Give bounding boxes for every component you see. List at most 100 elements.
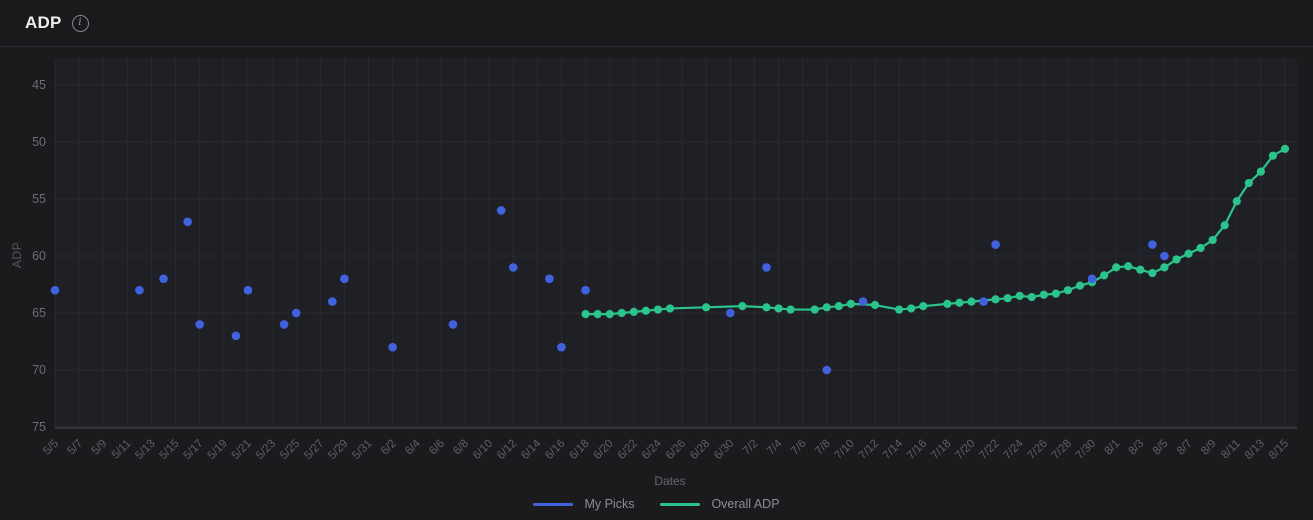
overall-adp-point[interactable] (1232, 197, 1241, 206)
overall-adp-point[interactable] (1268, 151, 1278, 160)
overall-adp-point[interactable] (810, 305, 819, 314)
x-tick-label: 8/5 (1151, 438, 1171, 458)
overall-adp-point[interactable] (702, 303, 711, 312)
x-tick-label: 6/18 (567, 438, 591, 462)
page-title: ADP (25, 13, 62, 32)
overall-adp-point[interactable] (1244, 178, 1253, 188)
overall-adp-point[interactable] (1124, 262, 1133, 271)
overall-adp-point[interactable] (774, 304, 783, 313)
legend-item-my-picks[interactable]: My Picks (533, 497, 634, 511)
x-tick-label: 7/30 (1074, 438, 1098, 462)
overall-adp-point[interactable] (1256, 167, 1265, 176)
my-pick-point[interactable] (557, 342, 566, 352)
my-pick-point[interactable] (581, 285, 590, 295)
overall-adp-point[interactable] (834, 302, 843, 311)
overall-adp-point[interactable] (1136, 265, 1145, 274)
overall-adp-point[interactable] (895, 305, 904, 314)
overall-adp-point[interactable] (1027, 292, 1036, 302)
my-pick-point[interactable] (388, 342, 397, 352)
my-pick-point[interactable] (858, 297, 868, 306)
my-pick-point[interactable] (991, 240, 1000, 249)
overall-adp-point[interactable] (738, 302, 747, 311)
overall-adp-point[interactable] (1160, 263, 1169, 272)
x-tick-label: 5/13 (133, 438, 157, 462)
x-tick-label: 8/3 (1127, 438, 1147, 458)
x-tick-label: 7/26 (1026, 438, 1050, 462)
my-pick-point[interactable] (979, 297, 988, 306)
overall-adp-point[interactable] (1112, 263, 1121, 272)
overall-adp-point[interactable] (581, 310, 590, 319)
overall-adp-point[interactable] (786, 305, 795, 314)
overall-adp-point[interactable] (1015, 291, 1024, 300)
y-tick-label: 55 (32, 192, 46, 206)
my-pick-point[interactable] (195, 320, 205, 329)
x-tick-label: 5/9 (90, 438, 110, 458)
my-pick-point[interactable] (328, 297, 337, 306)
my-pick-point[interactable] (762, 263, 771, 272)
overall-adp-point[interactable] (870, 300, 880, 310)
overall-adp-point[interactable] (1039, 290, 1048, 299)
y-tick-label: 70 (32, 363, 46, 377)
overall-adp-point[interactable] (1172, 255, 1181, 264)
overall-adp-point[interactable] (593, 310, 602, 319)
overall-adp-point[interactable] (967, 297, 976, 306)
my-pick-point[interactable] (725, 308, 735, 318)
overall-adp-point[interactable] (1208, 235, 1217, 245)
my-pick-point[interactable] (1148, 240, 1157, 249)
my-pick-point[interactable] (279, 320, 289, 329)
overall-adp-point[interactable] (1184, 249, 1193, 258)
overall-adp-point[interactable] (1075, 281, 1085, 290)
my-pick-point[interactable] (159, 274, 168, 284)
my-pick-point[interactable] (508, 263, 518, 272)
overall-adp-point[interactable] (1003, 294, 1012, 303)
x-tick-label: 5/25 (278, 438, 302, 462)
overall-adp-point[interactable] (653, 305, 663, 314)
x-tick-label: 7/18 (929, 438, 953, 462)
my-picks-swatch (533, 502, 574, 506)
overall-adp-point[interactable] (943, 299, 952, 308)
overall-adp-point[interactable] (919, 302, 928, 311)
my-pick-point[interactable] (496, 206, 506, 215)
my-pick-point[interactable] (340, 274, 349, 284)
overall-adp-point[interactable] (1051, 289, 1060, 298)
x-tick-label: 5/29 (326, 438, 350, 462)
x-tick-label: 6/26 (664, 438, 688, 462)
my-pick-point[interactable] (231, 331, 241, 341)
my-pick-point[interactable] (822, 365, 832, 375)
overall-adp-point[interactable] (1148, 269, 1157, 278)
my-pick-point[interactable] (50, 285, 60, 295)
overall-adp-point[interactable] (846, 299, 855, 308)
x-tick-label: 5/19 (206, 438, 230, 462)
x-tick-label: 6/28 (688, 438, 712, 462)
info-icon[interactable]: i (71, 14, 89, 32)
y-tick-label: 65 (32, 306, 46, 320)
overall-adp-point[interactable] (822, 303, 831, 312)
my-pick-point[interactable] (243, 285, 253, 295)
overall-adp-point[interactable] (762, 303, 771, 312)
my-pick-point[interactable] (1087, 274, 1097, 284)
my-pick-point[interactable] (183, 217, 192, 227)
my-pick-point[interactable] (1160, 251, 1169, 261)
overall-adp-point[interactable] (605, 310, 614, 319)
x-tick-label: 8/9 (1199, 438, 1219, 458)
x-tick-label: 6/24 (640, 437, 665, 462)
my-pick-point[interactable] (448, 320, 458, 329)
overall-adp-point[interactable] (907, 304, 916, 313)
overall-adp-point[interactable] (617, 308, 626, 318)
overall-adp-point[interactable] (1100, 271, 1109, 280)
overall-adp-point[interactable] (629, 307, 638, 316)
overall-adp-point[interactable] (1280, 144, 1290, 153)
overall-adp-point[interactable] (665, 304, 675, 313)
x-tick-label: 6/20 (592, 438, 616, 462)
my-pick-point[interactable] (135, 285, 144, 295)
overall-adp-point[interactable] (955, 298, 964, 307)
overall-adp-point[interactable] (991, 295, 1000, 304)
overall-adp-point[interactable] (1220, 221, 1229, 230)
overall-adp-point[interactable] (1196, 243, 1205, 253)
my-pick-point[interactable] (291, 308, 301, 318)
overall-adp-point[interactable] (641, 306, 650, 315)
legend-item-overall-adp[interactable]: Overall ADP (660, 497, 780, 511)
my-pick-point[interactable] (545, 274, 554, 284)
overall-adp-point[interactable] (1063, 286, 1073, 295)
